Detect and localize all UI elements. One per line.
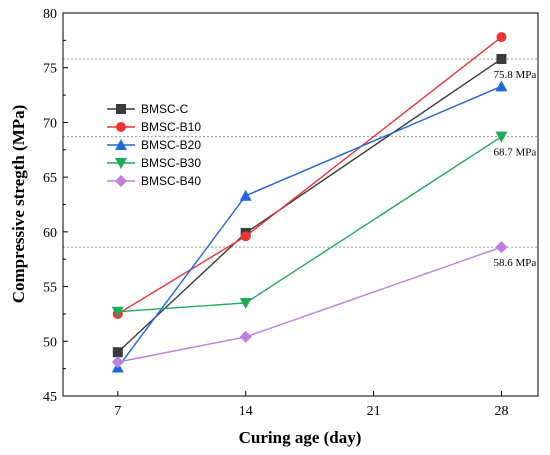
y-tick-label-4: 65 <box>43 171 57 186</box>
x-tick-label-1: 14 <box>239 404 253 419</box>
series-bmsc-c <box>112 53 507 358</box>
series-bmsc-b40 <box>111 241 508 369</box>
legend-marker-0 <box>116 104 126 114</box>
series-layer <box>111 32 508 373</box>
y-axis-ticks: 45 50 55 60 65 70 75 80 <box>43 7 68 405</box>
plot-frame <box>62 12 539 397</box>
data-point-2-1 <box>239 189 252 201</box>
data-point-4-0 <box>111 356 124 369</box>
data-point-4-1 <box>239 330 252 343</box>
reference-label-2: 58.6 MPa <box>493 257 536 269</box>
data-point-3-0 <box>111 306 124 318</box>
y-tick-label-1: 50 <box>43 335 57 350</box>
data-point-1-1 <box>240 231 251 242</box>
y-tick-label-0: 45 <box>43 390 57 405</box>
data-point-4-2 <box>495 241 508 254</box>
legend-item-1: BMSC-B10 <box>107 120 201 134</box>
y-tick-label-5: 70 <box>43 116 57 131</box>
data-point-2-2 <box>495 80 508 92</box>
legend-label-1: BMSC-B10 <box>141 120 201 134</box>
legend-item-3: BMSC-B30 <box>107 156 201 170</box>
legend-marker-4 <box>115 175 127 187</box>
legend-label-0: BMSC-C <box>141 102 189 116</box>
series-bmsc-b20 <box>111 80 508 373</box>
reference-label-1: 68.7 MPa <box>493 147 536 159</box>
legend-item-0: BMSC-C <box>107 102 189 116</box>
reference-lines: 75.8 MPa 68.7 MPa 58.6 MPa <box>63 58 538 269</box>
y-tick-label-7: 80 <box>43 7 57 22</box>
legend-item-2: BMSC-B20 <box>107 138 201 152</box>
x-axis-title: Curing age (day) <box>239 428 362 447</box>
data-point-3-1 <box>239 297 252 309</box>
legend-label-4: BMSC-B40 <box>141 174 201 188</box>
x-tick-label-0: 7 <box>114 404 121 419</box>
series-bmsc-b30 <box>111 131 508 318</box>
reference-label-0: 75.8 MPa <box>493 69 536 81</box>
x-tick-label-3: 28 <box>494 404 508 419</box>
legend-label-2: BMSC-B20 <box>141 138 201 152</box>
data-point-1-2 <box>496 32 507 43</box>
data-point-3-2 <box>495 131 508 143</box>
legend: BMSC-C BMSC-B10 BMSC-B20 BMSC-B30 BMSC-B40 <box>107 102 201 188</box>
legend-label-3: BMSC-B30 <box>141 156 201 170</box>
legend-marker-2 <box>115 139 127 150</box>
y-tick-label-2: 55 <box>43 281 57 296</box>
legend-marker-3 <box>115 158 127 169</box>
x-axis-ticks: 7 14 21 28 <box>114 391 508 419</box>
series-line-4 <box>117 246 502 363</box>
y-axis-title: Compressive stregth (MPa) <box>9 105 28 304</box>
data-point-0-2 <box>496 53 507 64</box>
data-point-0-0 <box>112 347 123 358</box>
x-tick-label-2: 21 <box>367 404 381 419</box>
legend-marker-1 <box>116 122 126 132</box>
legend-item-4: BMSC-B40 <box>107 174 201 188</box>
y-tick-label-6: 75 <box>43 62 57 77</box>
y-tick-label-3: 60 <box>43 226 57 241</box>
